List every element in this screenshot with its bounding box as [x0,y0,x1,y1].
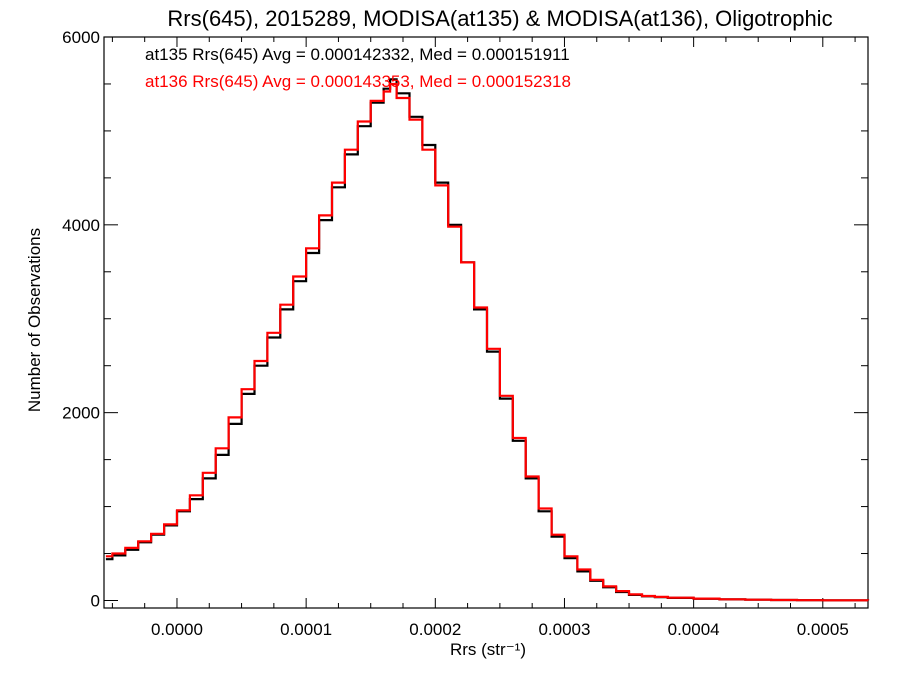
x-tick-label: 0.0001 [280,620,332,639]
x-tick-label: 0.0004 [668,620,720,639]
legend: at135 Rrs(645) Avg = 0.000142332, Med = … [145,45,571,91]
plot-frame [103,36,869,609]
y-axis-label: Number of Observations [25,228,44,412]
y-tick-label: 2000 [62,404,100,423]
y-tick-label: 4000 [62,216,100,235]
x-axis-label: Rrs (str⁻¹) [450,640,526,659]
y-tick-label: 6000 [62,28,100,47]
y-tick-label: 0 [91,591,100,610]
series-line-2 [105,82,870,602]
x-tick-label: 0.0003 [538,620,590,639]
plot-area: 0.0000 0.0001 0.0002 0.0003 0.0004 0.0005 0 200… [62,28,870,639]
legend-entry-1: at135 Rrs(645) Avg = 0.000142332, Med = … [145,45,570,64]
x-tick-label: 0.0000 [151,620,203,639]
legend-entry-2: at136 Rrs(645) Avg = 0.000143353, Med = … [145,72,571,91]
x-tick-label: 0.0005 [797,620,849,639]
chart-title: Rrs(645), 2015289, MODISA(at135) & MODIS… [167,6,832,31]
x-tick-label: 0.0002 [409,620,461,639]
